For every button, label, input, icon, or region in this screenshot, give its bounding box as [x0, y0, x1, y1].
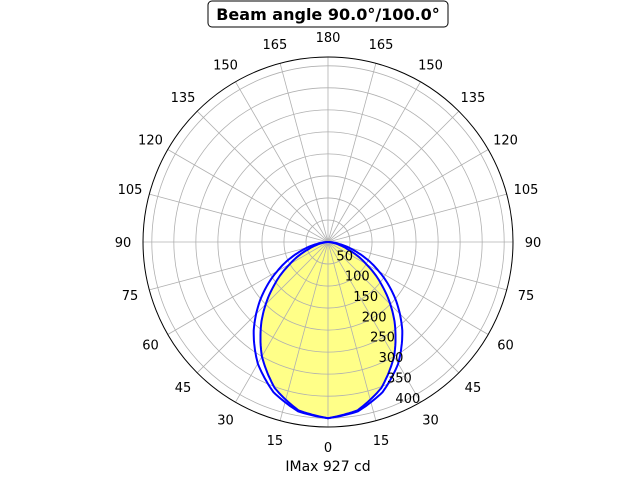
angle-tick-label: 105: [118, 183, 143, 198]
radial-tick-label: 350: [387, 371, 412, 386]
grid-spoke: [327, 193, 507, 243]
grid-spoke: [196, 241, 329, 374]
angle-tick-label: 150: [213, 58, 238, 73]
angle-tick-label: 60: [497, 339, 514, 354]
angle-tick-label: 165: [369, 38, 394, 53]
polar-frame: [142, 56, 514, 428]
angle-tick-label: 150: [418, 58, 443, 73]
grid-spoke: [196, 110, 329, 243]
angle-tick-label: 0: [324, 441, 332, 456]
radial-tick-label: 200: [362, 310, 387, 325]
angle-tick-label: 75: [518, 289, 535, 304]
grid-spoke: [327, 241, 507, 291]
angle-tick-label: 45: [465, 381, 482, 396]
angle-tick-label: 165: [263, 38, 288, 53]
grid-spoke: [327, 241, 489, 335]
grid-spoke: [327, 241, 460, 374]
angle-tick-label: 45: [175, 381, 192, 396]
radial-tick-label: 50: [336, 249, 353, 264]
grid-spoke: [327, 241, 377, 421]
angle-tick-label: 90: [115, 236, 132, 251]
angle-tick-label: 120: [493, 134, 518, 149]
angle-tick-label: 180: [316, 31, 341, 46]
angle-tick-label: 15: [373, 434, 390, 449]
grid-spoke: [327, 110, 460, 243]
radial-tick-label: 300: [379, 351, 404, 366]
angle-tick-label: 120: [138, 134, 163, 149]
grid-spoke: [235, 81, 329, 243]
title-box: Beam angle 90.0°/100.0°: [207, 0, 449, 28]
grid-spoke: [149, 193, 329, 243]
angle-tick-label: 60: [142, 339, 159, 354]
angle-tick-label: 135: [461, 91, 486, 106]
grid-spoke: [327, 149, 489, 243]
angle-tick-label: 75: [122, 289, 139, 304]
grid-spoke: [279, 241, 329, 421]
angle-tick-label: 30: [217, 414, 234, 429]
angle-tick-label: 90: [525, 236, 542, 251]
radial-tick-label: 150: [353, 290, 378, 305]
angle-tick-label: 30: [422, 414, 439, 429]
radial-tick-label: 400: [395, 392, 420, 407]
series-line-1: [252, 241, 404, 420]
grid-spoke: [167, 149, 329, 243]
grid-spoke: [279, 63, 329, 243]
grid-spoke: [149, 241, 329, 291]
grid-spoke: [235, 241, 329, 403]
grid-spoke: [167, 241, 329, 335]
radial-tick-label: 100: [345, 270, 370, 285]
chart-title: Beam angle 90.0°/100.0°: [216, 5, 440, 24]
grid-spoke: [327, 81, 421, 243]
angle-tick-label: 15: [267, 434, 284, 449]
radial-tick-label: 250: [370, 331, 395, 346]
angle-tick-label: 105: [514, 183, 539, 198]
angle-tick-label: 135: [171, 91, 196, 106]
grid-spoke: [327, 241, 421, 403]
x-axis-label: IMax 927 cd: [285, 459, 370, 475]
grid-spoke: [327, 63, 377, 243]
